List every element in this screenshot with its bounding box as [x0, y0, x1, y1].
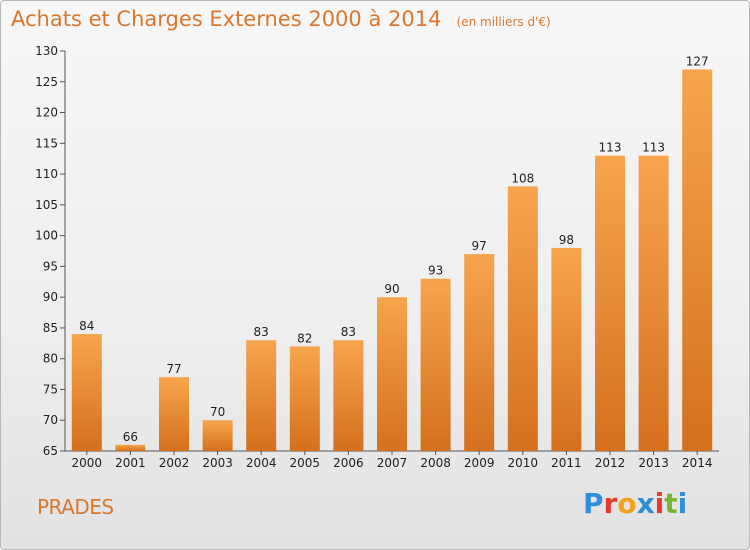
bar	[202, 420, 233, 451]
bar-value-label: 113	[599, 141, 622, 155]
y-tick-label: 90	[43, 290, 58, 304]
x-tick-label: 2002	[159, 456, 190, 470]
bar	[595, 155, 625, 451]
bar	[333, 340, 364, 451]
y-tick-label: 130	[35, 44, 58, 58]
bar	[289, 346, 320, 451]
bar-value-label: 70	[210, 405, 225, 419]
y-tick-label: 75	[43, 382, 58, 396]
bar-value-label: 127	[686, 54, 709, 68]
bar-value-label: 83	[254, 325, 269, 339]
y-tick-label: 120	[35, 106, 58, 120]
x-tick-label: 2000	[72, 456, 103, 470]
bar	[115, 444, 146, 451]
bar-value-label: 97	[472, 239, 487, 253]
x-tick-label: 2003	[202, 456, 233, 470]
bar-value-label: 66	[123, 430, 138, 444]
y-tick-label: 100	[35, 229, 58, 243]
x-tick-label: 2011	[551, 456, 582, 470]
x-tick-label: 2009	[464, 456, 495, 470]
bar-value-label: 98	[559, 233, 574, 247]
x-tick-label: 2005	[290, 456, 321, 470]
bar	[420, 278, 451, 451]
logo-letter: o	[617, 487, 637, 520]
x-tick-label: 2008	[420, 456, 451, 470]
x-tick-label: 2013	[638, 456, 669, 470]
x-tick-label: 2014	[682, 456, 713, 470]
y-tick-label: 70	[43, 413, 58, 427]
bar-value-label: 84	[79, 319, 94, 333]
bar-value-label: 83	[341, 325, 356, 339]
bar	[464, 254, 495, 451]
logo-letter: t	[664, 487, 678, 520]
x-tick-label: 2004	[246, 456, 277, 470]
proxiti-logo[interactable]: Proxiti	[583, 487, 687, 520]
y-tick-label: 125	[35, 75, 58, 89]
bar	[377, 297, 407, 451]
bar-value-label: 113	[642, 141, 665, 155]
bar	[246, 340, 277, 451]
bar-value-label: 90	[384, 282, 399, 296]
x-tick-label: 2012	[595, 456, 626, 470]
y-tick-label: 95	[43, 259, 58, 273]
chart-unit: (en milliers d'€)	[456, 15, 551, 29]
x-tick-label: 2001	[115, 456, 146, 470]
x-tick-label: 2006	[333, 456, 364, 470]
logo-letter: i	[654, 487, 665, 520]
logo-letter: r	[603, 487, 618, 520]
y-tick-label: 85	[43, 321, 58, 335]
bar-value-label: 93	[428, 264, 443, 278]
y-tick-label: 110	[35, 167, 58, 181]
logo-letter: x	[636, 487, 655, 520]
y-tick-label: 80	[43, 352, 58, 366]
chart-header: Achats et Charges Externes 2000 à 2014 (…	[11, 7, 551, 31]
bar-value-label: 82	[297, 331, 312, 345]
bar	[551, 247, 582, 451]
bar	[682, 69, 713, 451]
bar-value-label: 108	[511, 171, 534, 185]
bar	[71, 334, 102, 451]
bar	[638, 155, 669, 451]
bar	[159, 377, 189, 451]
x-tick-label: 2007	[377, 456, 408, 470]
chart-title: Achats et Charges Externes 2000 à 2014	[11, 7, 442, 31]
y-tick-label: 65	[43, 444, 58, 458]
y-tick-label: 115	[35, 136, 58, 150]
location-label: PRADES	[37, 495, 114, 519]
logo-letter: P	[583, 487, 604, 520]
x-tick-label: 2010	[508, 456, 539, 470]
y-tick-label: 105	[35, 198, 58, 212]
bar-value-label: 77	[166, 362, 181, 376]
bar	[507, 186, 538, 451]
logo-letter: i	[677, 487, 688, 520]
